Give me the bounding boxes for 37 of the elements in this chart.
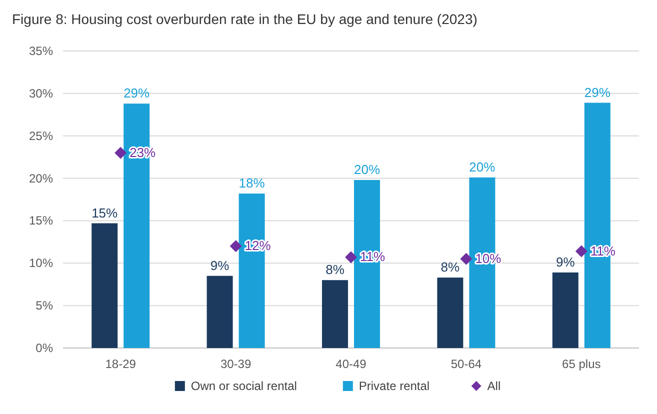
x-tick-label: 65 plus bbox=[562, 357, 601, 371]
data-label: 29% bbox=[584, 84, 611, 100]
bar bbox=[322, 280, 348, 348]
point bbox=[230, 240, 242, 252]
bar bbox=[92, 223, 118, 348]
y-tick-label: 10% bbox=[28, 256, 54, 270]
bar bbox=[437, 278, 464, 348]
data-label: 8% bbox=[440, 260, 460, 275]
bar bbox=[206, 276, 233, 348]
data-label: 9% bbox=[210, 258, 230, 273]
y-tick-label: 25% bbox=[28, 128, 54, 143]
point bbox=[114, 146, 127, 159]
data-label: 8% bbox=[326, 262, 345, 278]
x-tick-label: 50-64 bbox=[450, 357, 482, 371]
y-tick-label: 15% bbox=[28, 214, 54, 228]
legend-label: Private rental bbox=[358, 379, 430, 393]
point bbox=[575, 245, 588, 258]
data-label: 20% bbox=[354, 162, 380, 177]
x-tick-label: 18-29 bbox=[105, 357, 136, 371]
y-tick-label: 20% bbox=[28, 171, 54, 186]
point bbox=[345, 251, 357, 264]
data-label: 9% bbox=[556, 254, 576, 270]
y-tick-label: 5% bbox=[36, 298, 54, 313]
y-tick-label: 35% bbox=[28, 44, 54, 58]
x-tick-label: 30-39 bbox=[220, 357, 252, 371]
x-tick-label: 40-49 bbox=[336, 357, 367, 371]
bar bbox=[552, 272, 578, 348]
data-label: 15% bbox=[92, 205, 118, 220]
data-label: 29% bbox=[124, 86, 150, 101]
y-tick-label: 30% bbox=[28, 86, 54, 100]
legend-label: Own or social rental bbox=[190, 379, 297, 393]
data-label: 20% bbox=[469, 159, 496, 174]
data-label: 18% bbox=[238, 176, 266, 191]
point bbox=[460, 252, 472, 265]
y-tick-label: 0% bbox=[36, 341, 54, 355]
legend-label: All bbox=[487, 379, 501, 393]
chart-title: Figure 8: Housing cost overburden rate in the EU by age and tenure (2023) bbox=[12, 11, 478, 27]
